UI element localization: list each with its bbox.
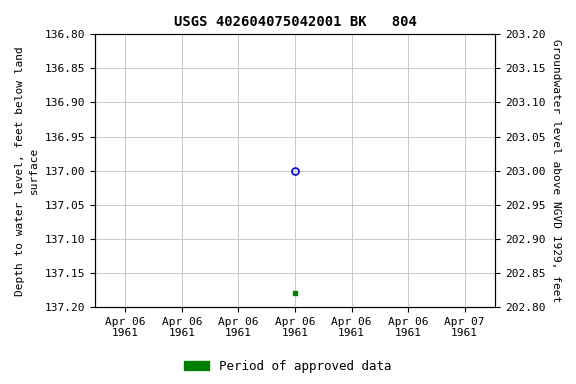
Title: USGS 402604075042001 BK   804: USGS 402604075042001 BK 804: [173, 15, 416, 29]
Y-axis label: Groundwater level above NGVD 1929, feet: Groundwater level above NGVD 1929, feet: [551, 39, 561, 302]
Y-axis label: Depth to water level, feet below land
surface: Depth to water level, feet below land su…: [15, 46, 39, 296]
Legend: Period of approved data: Period of approved data: [179, 355, 397, 378]
